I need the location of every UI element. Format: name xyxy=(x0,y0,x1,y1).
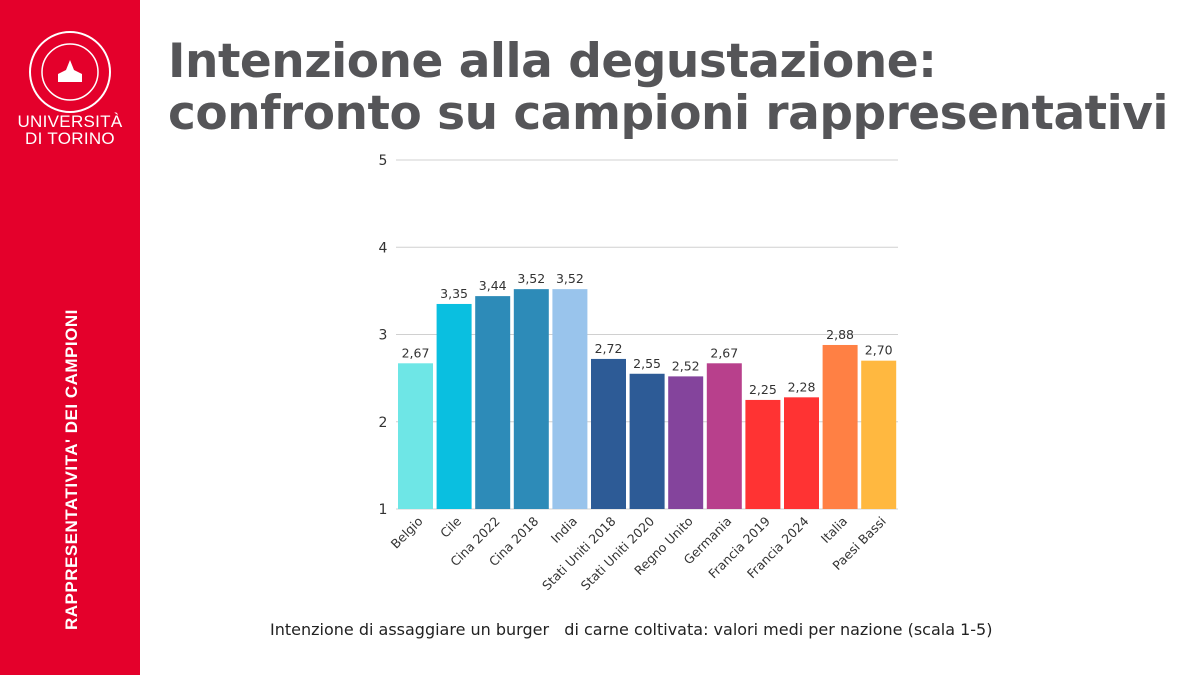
bar-paesi-bassi xyxy=(861,360,897,509)
data-label: 3,52 xyxy=(556,271,584,286)
y-tick-label: 4 xyxy=(379,240,388,256)
bar-germania xyxy=(706,363,742,509)
bar-francia-2024 xyxy=(784,397,819,509)
data-label: 2,28 xyxy=(788,379,816,394)
data-label: 3,52 xyxy=(517,271,545,286)
x-tick-label: Belgio xyxy=(388,514,426,552)
x-tick-label: Cile xyxy=(437,513,464,540)
data-label: 2,70 xyxy=(865,343,893,358)
university-seal-logo xyxy=(29,31,111,113)
bar-francia-2019 xyxy=(745,399,781,509)
bar-italia xyxy=(822,344,858,509)
data-label: 3,35 xyxy=(440,286,468,301)
data-label: 2,52 xyxy=(672,358,700,373)
sidebar: UNIVERSITÀ DI TORINO RAPPRESENTATIVITA' … xyxy=(0,0,140,675)
data-label: 2,88 xyxy=(826,327,854,342)
bar-stati-uniti-2018 xyxy=(591,358,626,509)
bar-cina-2018 xyxy=(513,289,549,509)
bar-cina-2022 xyxy=(475,296,511,509)
data-label: 3,44 xyxy=(479,278,507,293)
x-tick-label: Italia xyxy=(818,514,850,546)
logo-line1: UNIVERSITÀ xyxy=(17,112,123,131)
bar-stati-uniti-2020 xyxy=(629,373,665,509)
y-tick-label: 5 xyxy=(379,153,388,169)
data-label: 2,25 xyxy=(749,382,777,397)
page-title: Intenzione alla degustazione: confronto … xyxy=(168,34,1169,141)
y-tick-label: 2 xyxy=(379,415,388,431)
bar-regno-unito xyxy=(668,376,704,509)
x-tick-label: India xyxy=(548,514,580,546)
y-tick-label: 1 xyxy=(379,502,388,518)
data-label: 2,67 xyxy=(402,345,430,360)
data-label: 2,67 xyxy=(710,345,738,360)
logo-line2: DI TORINO xyxy=(25,129,115,148)
bar-cile xyxy=(436,303,472,509)
bar-belgio xyxy=(398,363,433,509)
data-label: 2,72 xyxy=(595,341,623,356)
data-label: 2,55 xyxy=(633,356,661,371)
chart-caption: Intenzione di assaggiare un burger di ca… xyxy=(270,620,993,639)
bar-india xyxy=(552,289,588,509)
y-tick-label: 3 xyxy=(379,328,388,344)
